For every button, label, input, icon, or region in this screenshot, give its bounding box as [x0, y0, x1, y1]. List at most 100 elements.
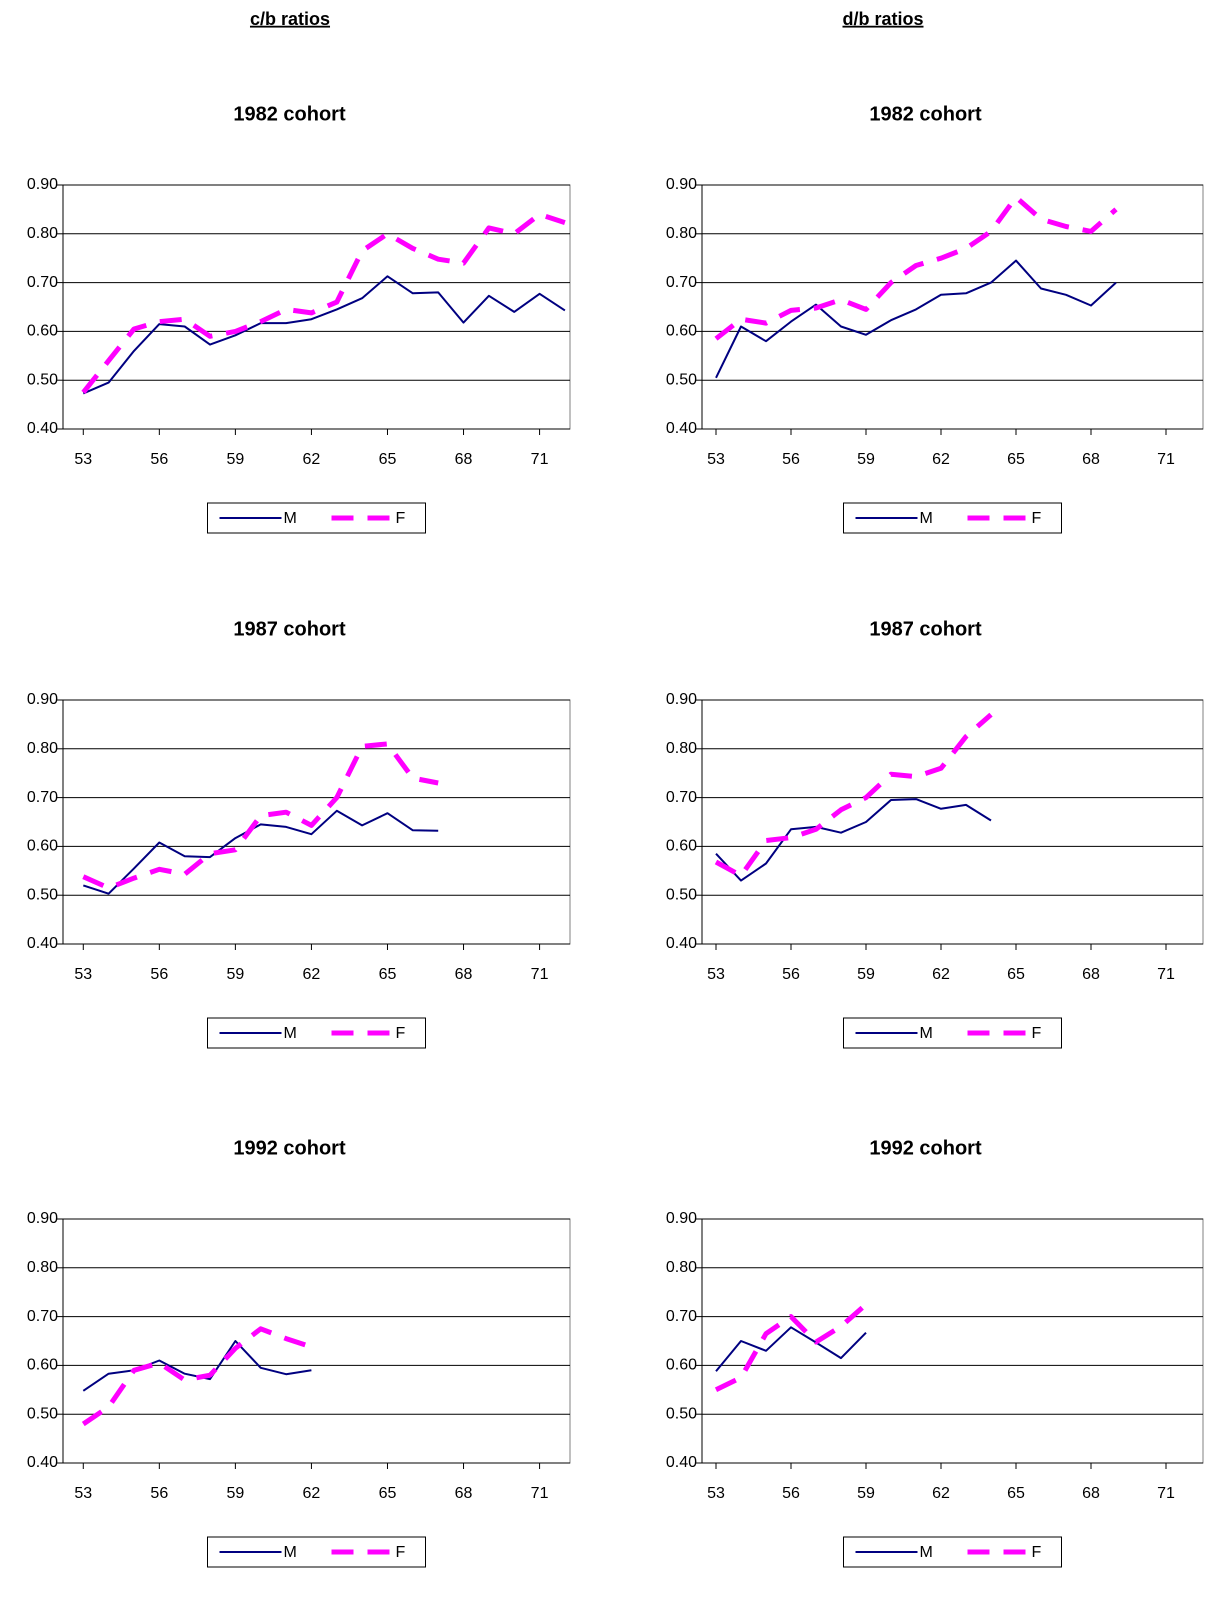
chart: 1982 cohort 0.40 0.50 0.60 0.70 0.80 0.90 53 56 5…	[27, 103, 571, 534]
series-line	[715, 798, 992, 882]
x-tick-label: 68	[1082, 1485, 1100, 1502]
y-tick-label: 0.70	[27, 274, 58, 291]
x-tick-label: 68	[1082, 966, 1100, 983]
legend-label: F	[396, 510, 406, 527]
chart: 1992 cohort 0.40 0.50 0.60 0.70 0.80 0.90 53 56 5…	[27, 1137, 571, 1568]
x-tick-label: 65	[379, 1485, 397, 1502]
x-tick-label: 59	[226, 451, 244, 468]
chart: 1987 cohort 0.40 0.50 0.60 0.70 0.80 0.90 53 56 5…	[666, 618, 1204, 1049]
x-tick-label: 59	[226, 1485, 244, 1502]
x-tick-label: 53	[74, 451, 92, 468]
series-line	[82, 809, 439, 895]
x-tick-label: 62	[303, 1485, 321, 1502]
y-tick-label: 0.40	[27, 935, 58, 952]
legend-label: M	[920, 1025, 933, 1042]
y-tick-label: 0.40	[27, 420, 58, 437]
chart: 1987 cohort 0.40 0.50 0.60 0.70 0.80 0.90 53 56 5…	[27, 618, 571, 1049]
legend-label: F	[1032, 1544, 1042, 1561]
y-tick-label: 0.40	[27, 1454, 58, 1471]
y-tick-label: 0.50	[27, 371, 58, 388]
y-tick-label: 0.50	[27, 1405, 58, 1422]
plot-area	[701, 699, 1204, 945]
y-tick-label: 0.40	[666, 935, 697, 952]
x-tick-label: 56	[782, 451, 800, 468]
x-tick-label: 68	[1082, 451, 1100, 468]
chart: 1982 cohort 0.40 0.50 0.60 0.70 0.80 0.90 53 56 5…	[666, 103, 1204, 534]
x-tick-label: 59	[857, 966, 875, 983]
y-tick-label: 0.40	[666, 420, 697, 437]
series-line	[715, 1326, 867, 1372]
plot-area	[701, 184, 1204, 430]
series-line	[714, 712, 993, 879]
y-tick-label: 0.90	[27, 691, 58, 708]
x-tick-label: 65	[1007, 1485, 1025, 1502]
x-tick-label: 65	[379, 966, 397, 983]
series-line	[81, 211, 566, 394]
x-tick-label: 65	[1007, 451, 1025, 468]
legend-label: M	[920, 1544, 933, 1561]
x-tick-label: 62	[932, 1485, 950, 1502]
x-tick-label: 65	[1007, 966, 1025, 983]
x-tick-label: 62	[932, 966, 950, 983]
y-tick-label: 0.40	[666, 1454, 697, 1471]
y-tick-label: 0.70	[666, 1308, 697, 1325]
x-tick-label: 68	[455, 1485, 473, 1502]
x-tick-label: 56	[150, 1485, 168, 1502]
y-tick-label: 0.90	[666, 691, 697, 708]
legend-label: F	[396, 1544, 406, 1561]
y-tick-label: 0.90	[27, 176, 58, 193]
x-tick-label: 71	[1157, 966, 1175, 983]
y-tick-label: 0.50	[666, 1405, 697, 1422]
chart-title: 1992 cohort	[869, 1137, 982, 1159]
y-tick-label: 0.90	[666, 1210, 697, 1227]
y-tick-label: 0.70	[27, 1308, 58, 1325]
legend-label: F	[396, 1025, 406, 1042]
series-line	[714, 194, 1118, 341]
x-tick-label: 53	[74, 966, 92, 983]
series-line	[81, 1326, 313, 1427]
column-header: c/b ratios	[250, 9, 330, 29]
x-tick-label: 56	[150, 451, 168, 468]
x-tick-label: 68	[455, 966, 473, 983]
y-tick-label: 0.50	[666, 886, 697, 903]
x-tick-label: 59	[226, 966, 244, 983]
column-header: d/b ratios	[842, 9, 923, 29]
series-line	[82, 741, 439, 891]
x-tick-label: 53	[74, 1485, 92, 1502]
chart: 1992 cohort 0.40 0.50 0.60 0.70 0.80 0.90 53 56 5…	[666, 1137, 1204, 1568]
legend-label: M	[284, 510, 297, 527]
y-tick-label: 0.60	[666, 323, 697, 340]
legend-label: M	[284, 1025, 297, 1042]
series-line	[714, 1302, 868, 1393]
x-tick-label: 59	[857, 1485, 875, 1502]
x-tick-label: 62	[303, 966, 321, 983]
y-tick-label: 0.60	[666, 1357, 697, 1374]
chart-title: 1992 cohort	[233, 1137, 346, 1159]
y-tick-label: 0.80	[666, 740, 697, 757]
y-tick-label: 0.80	[27, 740, 58, 757]
x-tick-label: 65	[379, 451, 397, 468]
x-tick-label: 71	[531, 451, 549, 468]
y-tick-label: 0.50	[666, 371, 697, 388]
y-tick-label: 0.60	[27, 1357, 58, 1374]
x-tick-label: 59	[857, 451, 875, 468]
y-tick-label: 0.80	[666, 1259, 697, 1276]
series-line	[82, 275, 566, 395]
chart-title: 1982 cohort	[233, 103, 346, 125]
x-tick-label: 62	[303, 451, 321, 468]
y-tick-label: 0.70	[666, 789, 697, 806]
y-tick-label: 0.60	[666, 838, 697, 855]
y-tick-label: 0.60	[27, 838, 58, 855]
legend-label: M	[920, 510, 933, 527]
x-tick-label: 71	[1157, 1485, 1175, 1502]
chart-title: 1987 cohort	[869, 618, 982, 640]
x-tick-label: 68	[455, 451, 473, 468]
series-line	[715, 259, 1117, 379]
plot-area	[62, 184, 571, 430]
legend-label: M	[284, 1544, 297, 1561]
y-tick-label: 0.50	[27, 886, 58, 903]
x-tick-label: 56	[782, 966, 800, 983]
y-tick-label: 0.80	[27, 1259, 58, 1276]
x-tick-label: 62	[932, 451, 950, 468]
